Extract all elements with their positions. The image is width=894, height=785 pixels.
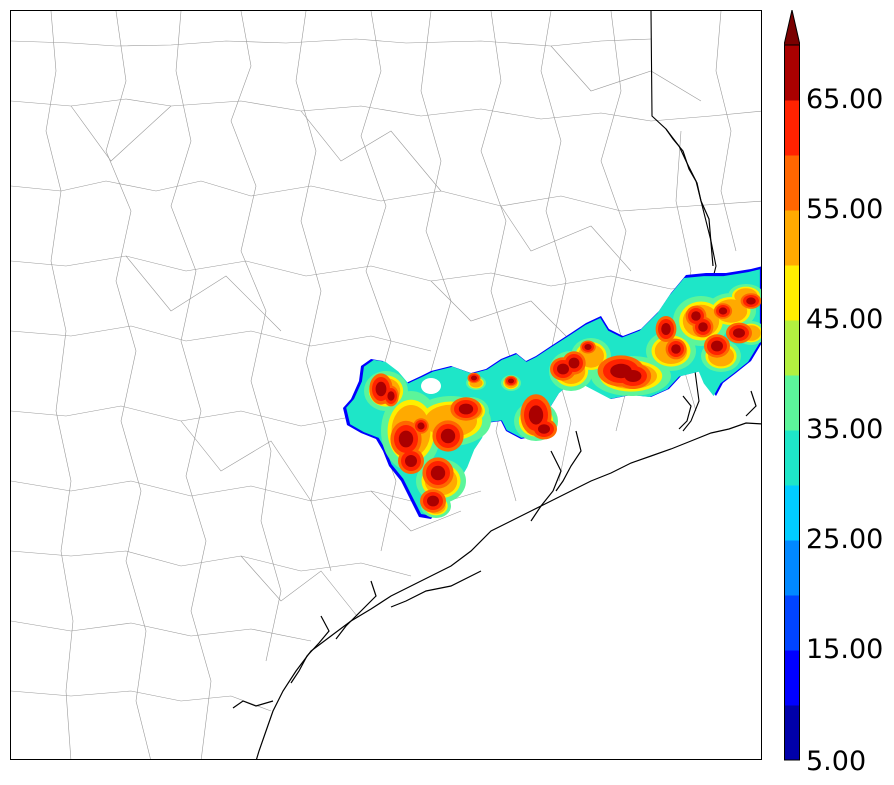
- colorbar-segment: [784, 210, 800, 266]
- colorbar-frame: [784, 44, 800, 761]
- precip-core: [584, 344, 592, 350]
- precip-core: [427, 495, 439, 507]
- precip-core: [440, 428, 456, 444]
- precip-core: [458, 403, 474, 415]
- precip-core: [557, 363, 569, 375]
- precip-core: [711, 340, 723, 352]
- colorbar-segment: [784, 595, 800, 651]
- colorbar-tick-65: 65.00: [806, 84, 884, 115]
- colorbar-tick-15: 15.00: [806, 634, 884, 665]
- precip-core: [671, 344, 681, 354]
- colorbar-segment: [784, 155, 800, 211]
- colorbar-segment: [784, 45, 800, 101]
- precip-core: [417, 422, 425, 430]
- colorbar-tick-55: 55.00: [806, 194, 884, 225]
- precip-core: [471, 375, 477, 381]
- colorbar-segment: [784, 705, 800, 761]
- precip-core: [718, 307, 728, 315]
- precip-core: [733, 328, 745, 338]
- colorbar-segment: [784, 375, 800, 431]
- colorbar-extend-arrow: [784, 10, 800, 46]
- radar-map: [10, 10, 762, 760]
- precip-core: [430, 465, 446, 481]
- precip-core: [375, 381, 387, 397]
- colorbar-segment: [784, 540, 800, 596]
- map-canvas: [11, 11, 761, 759]
- county-boundaries: [11, 11, 761, 759]
- precip-core: [624, 370, 642, 382]
- colorbar: [784, 10, 800, 761]
- precip-core: [746, 297, 756, 305]
- colorbar-segment: [784, 320, 800, 376]
- precip-gap: [421, 378, 441, 394]
- precip-core: [387, 391, 395, 401]
- colorbar-tick-25: 25.00: [806, 524, 884, 555]
- precip-core: [528, 405, 544, 425]
- precip-core: [398, 430, 414, 448]
- colorbar-segment: [784, 430, 800, 486]
- precip-core: [691, 311, 701, 321]
- reflectivity-field: [343, 266, 761, 519]
- colorbar-segment: [784, 100, 800, 156]
- precip-core: [568, 357, 580, 369]
- colorbar-tick-5: 5.00: [806, 746, 867, 777]
- precip-core: [538, 424, 550, 434]
- precip-core: [698, 322, 708, 332]
- precip-core: [405, 455, 417, 467]
- colorbar-tick-35: 35.00: [806, 414, 884, 445]
- colorbar-tick-45: 45.00: [806, 304, 884, 335]
- colorbar-segment: [784, 485, 800, 541]
- precip-core: [661, 323, 671, 335]
- colorbar-segment: [784, 650, 800, 706]
- colorbar-segment: [784, 265, 800, 321]
- precip-core: [508, 378, 514, 384]
- coastline: [232, 128, 761, 759]
